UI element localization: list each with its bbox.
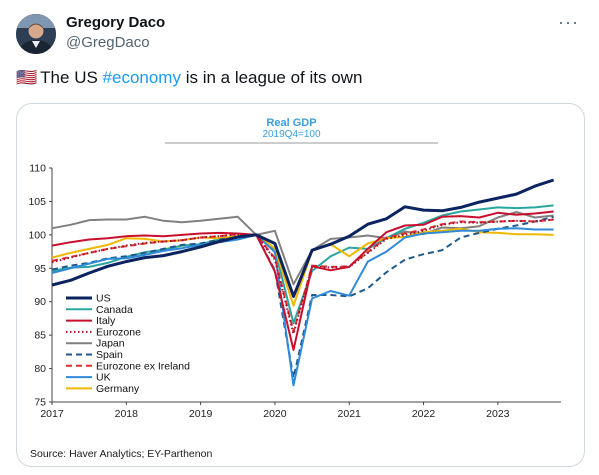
series-line-italy: [51, 210, 554, 351]
series-line-uk: [51, 227, 554, 387]
series-line-japan: [51, 211, 554, 286]
y-tick-label: 85: [34, 330, 46, 342]
author-handle[interactable]: @GregDaco: [66, 34, 150, 51]
legend-label-japan: Japan: [96, 338, 125, 350]
legend-label-us: US: [96, 293, 111, 305]
series-line-eurozone: [51, 218, 554, 335]
y-tick-label: 110: [29, 163, 46, 175]
x-tick-label: 2021: [338, 408, 362, 420]
y-tick-label: 105: [28, 196, 46, 208]
legend-label-canada: Canada: [96, 304, 133, 316]
avatar[interactable]: [16, 14, 56, 54]
chart-subtitle: 2019Q4=100: [262, 129, 321, 140]
us-flag-icon: 🇺🇸: [16, 68, 38, 87]
tweet-text: 🇺🇸 The US #economy is in a league of its…: [16, 68, 362, 88]
x-tick-label: 2020: [263, 408, 287, 420]
y-tick-label: 95: [34, 263, 46, 275]
x-tick-label: 2018: [115, 408, 139, 420]
legend-label-germany: Germany: [96, 383, 140, 395]
tweet-text-prefix: The US: [40, 68, 103, 87]
chart-legend: USCanadaItalyEurozoneJapanSpainEurozone …: [66, 293, 190, 395]
author-name[interactable]: Gregory Daco: [66, 14, 166, 31]
x-tick-label: 2017: [40, 408, 64, 420]
y-tick-label: 90: [34, 296, 46, 308]
chart-axes: 75 80 85 90 95 100 105 110 2017 2018 2019 2020 2021 2…: [28, 163, 561, 420]
y-tick-label: 100: [28, 229, 46, 241]
hashtag-link[interactable]: #economy: [102, 68, 181, 87]
avatar-image: [16, 14, 56, 54]
chart-title: Real GDP: [266, 117, 317, 129]
legend-label-italy: Italy: [96, 315, 116, 327]
x-tick-label: 2023: [486, 408, 510, 420]
chart-source: Source: Haver Analytics; EY-Parthenon: [30, 448, 213, 460]
series-line-spain: [51, 215, 554, 379]
legend-label-eurozone-ex-ireland: Eurozone ex Ireland: [96, 360, 190, 372]
legend-label-eurozone: Eurozone: [96, 326, 141, 338]
series-line-us: [51, 178, 555, 298]
x-tick-label: 2019: [189, 408, 213, 420]
legend-label-spain: Spain: [96, 349, 123, 361]
tweet-text-suffix: is in a league of its own: [180, 68, 363, 87]
legend-label-uk: UK: [96, 372, 111, 384]
more-options-button[interactable]: ···: [558, 12, 579, 32]
chart-series: [51, 178, 555, 387]
y-tick-label: 75: [34, 397, 46, 409]
y-tick-label: 80: [34, 363, 46, 375]
x-tick-label: 2022: [412, 408, 436, 420]
